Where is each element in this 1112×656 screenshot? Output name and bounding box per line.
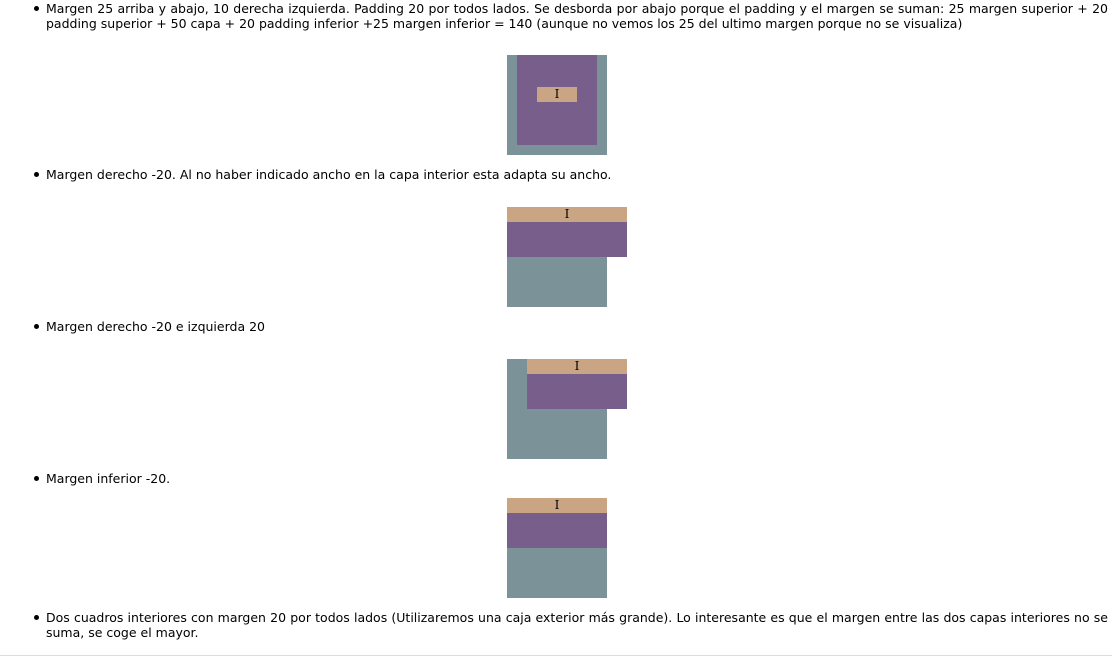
bullet (34, 471, 42, 486)
item-text: Margen derecho -20 e izquierda 20 (46, 319, 265, 334)
content-box: I (537, 87, 577, 102)
content-box: I (507, 207, 627, 222)
bullet (34, 1, 42, 16)
content-box: I (507, 498, 607, 513)
bullet (34, 610, 42, 625)
content-box: I (527, 359, 627, 374)
bullet (34, 167, 42, 182)
item-text: Dos cuadros interiores con margen 20 por… (46, 610, 1108, 640)
bullet (34, 319, 42, 334)
item-text: Margen 25 arriba y abajo, 10 derecha izq… (46, 1, 1108, 31)
item-text: Margen inferior -20. (46, 471, 171, 486)
item-text: Margen derecho -20. Al no haber indicado… (46, 167, 612, 182)
